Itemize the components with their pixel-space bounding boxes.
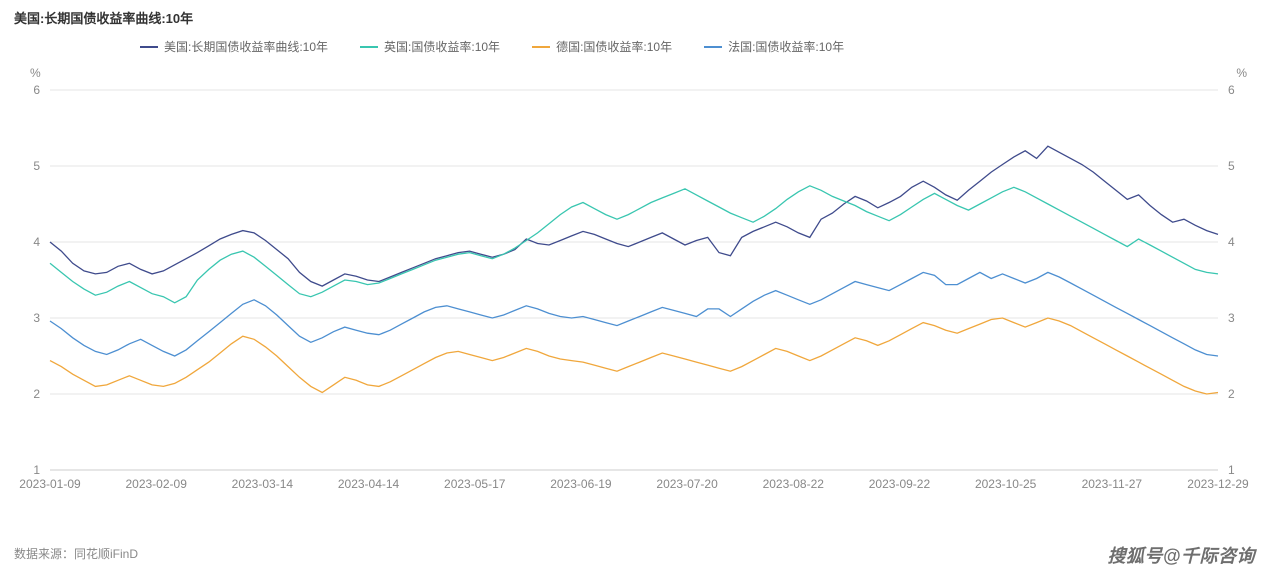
legend-item[interactable]: 法国:国债收益率:10年 bbox=[704, 38, 844, 55]
svg-text:2023-09-22: 2023-09-22 bbox=[869, 477, 931, 491]
svg-text:2023-05-17: 2023-05-17 bbox=[444, 477, 506, 491]
svg-text:4: 4 bbox=[1228, 235, 1235, 249]
svg-text:2023-01-09: 2023-01-09 bbox=[19, 477, 81, 491]
svg-text:5: 5 bbox=[33, 159, 40, 173]
legend-swatch bbox=[532, 46, 550, 48]
line-chart: 1 1 2 2 3 3 4 4 5 5 6 6 2023-01-09 2023-02-09 2023-03-… bbox=[14, 80, 1254, 510]
svg-text:2023-04-14: 2023-04-14 bbox=[338, 477, 400, 491]
legend: 美国:长期国债收益率曲线:10年 英国:国债收益率:10年 德国:国债收益率:10年… bbox=[140, 38, 844, 55]
svg-text:2023-10-25: 2023-10-25 bbox=[975, 477, 1037, 491]
svg-text:2023-11-27: 2023-11-27 bbox=[1082, 477, 1143, 491]
legend-item[interactable]: 美国:长期国债收益率曲线:10年 bbox=[140, 38, 328, 55]
svg-text:1: 1 bbox=[33, 463, 40, 477]
y-axis-unit-right: % bbox=[1236, 66, 1247, 80]
svg-text:5: 5 bbox=[1228, 159, 1235, 173]
svg-text:2023-03-14: 2023-03-14 bbox=[232, 477, 294, 491]
y-axis-unit-left: % bbox=[30, 66, 41, 80]
legend-item[interactable]: 英国:国债收益率:10年 bbox=[360, 38, 500, 55]
series-line bbox=[50, 272, 1218, 356]
chart-title: 美国:长期国债收益率曲线:10年 bbox=[14, 8, 193, 27]
watermark: 搜狐号@千际咨询 bbox=[1107, 542, 1255, 568]
legend-swatch bbox=[140, 46, 158, 48]
source-label: 数据来源： bbox=[14, 547, 74, 561]
series-line bbox=[50, 146, 1218, 286]
svg-text:2023-07-20: 2023-07-20 bbox=[656, 477, 718, 491]
legend-label: 德国:国债收益率:10年 bbox=[556, 38, 672, 55]
svg-text:6: 6 bbox=[33, 83, 40, 97]
source-value: 同花顺iFinD bbox=[74, 547, 138, 561]
legend-item[interactable]: 德国:国债收益率:10年 bbox=[532, 38, 672, 55]
svg-text:2023-08-22: 2023-08-22 bbox=[763, 477, 825, 491]
svg-text:2023-06-19: 2023-06-19 bbox=[550, 477, 612, 491]
svg-text:2: 2 bbox=[33, 387, 40, 401]
series-line bbox=[50, 318, 1218, 394]
svg-text:3: 3 bbox=[33, 311, 40, 325]
svg-text:2: 2 bbox=[1228, 387, 1235, 401]
legend-label: 美国:长期国债收益率曲线:10年 bbox=[164, 38, 328, 55]
legend-swatch bbox=[704, 46, 722, 48]
svg-text:4: 4 bbox=[33, 235, 40, 249]
svg-text:3: 3 bbox=[1228, 311, 1235, 325]
svg-text:6: 6 bbox=[1228, 83, 1235, 97]
svg-text:2023-02-09: 2023-02-09 bbox=[125, 477, 187, 491]
data-source: 数据来源：同花顺iFinD bbox=[14, 545, 138, 562]
legend-swatch bbox=[360, 46, 378, 48]
legend-label: 法国:国债收益率:10年 bbox=[728, 38, 844, 55]
svg-text:1: 1 bbox=[1228, 463, 1235, 477]
legend-label: 英国:国债收益率:10年 bbox=[384, 38, 500, 55]
svg-text:2023-12-29: 2023-12-29 bbox=[1187, 477, 1249, 491]
